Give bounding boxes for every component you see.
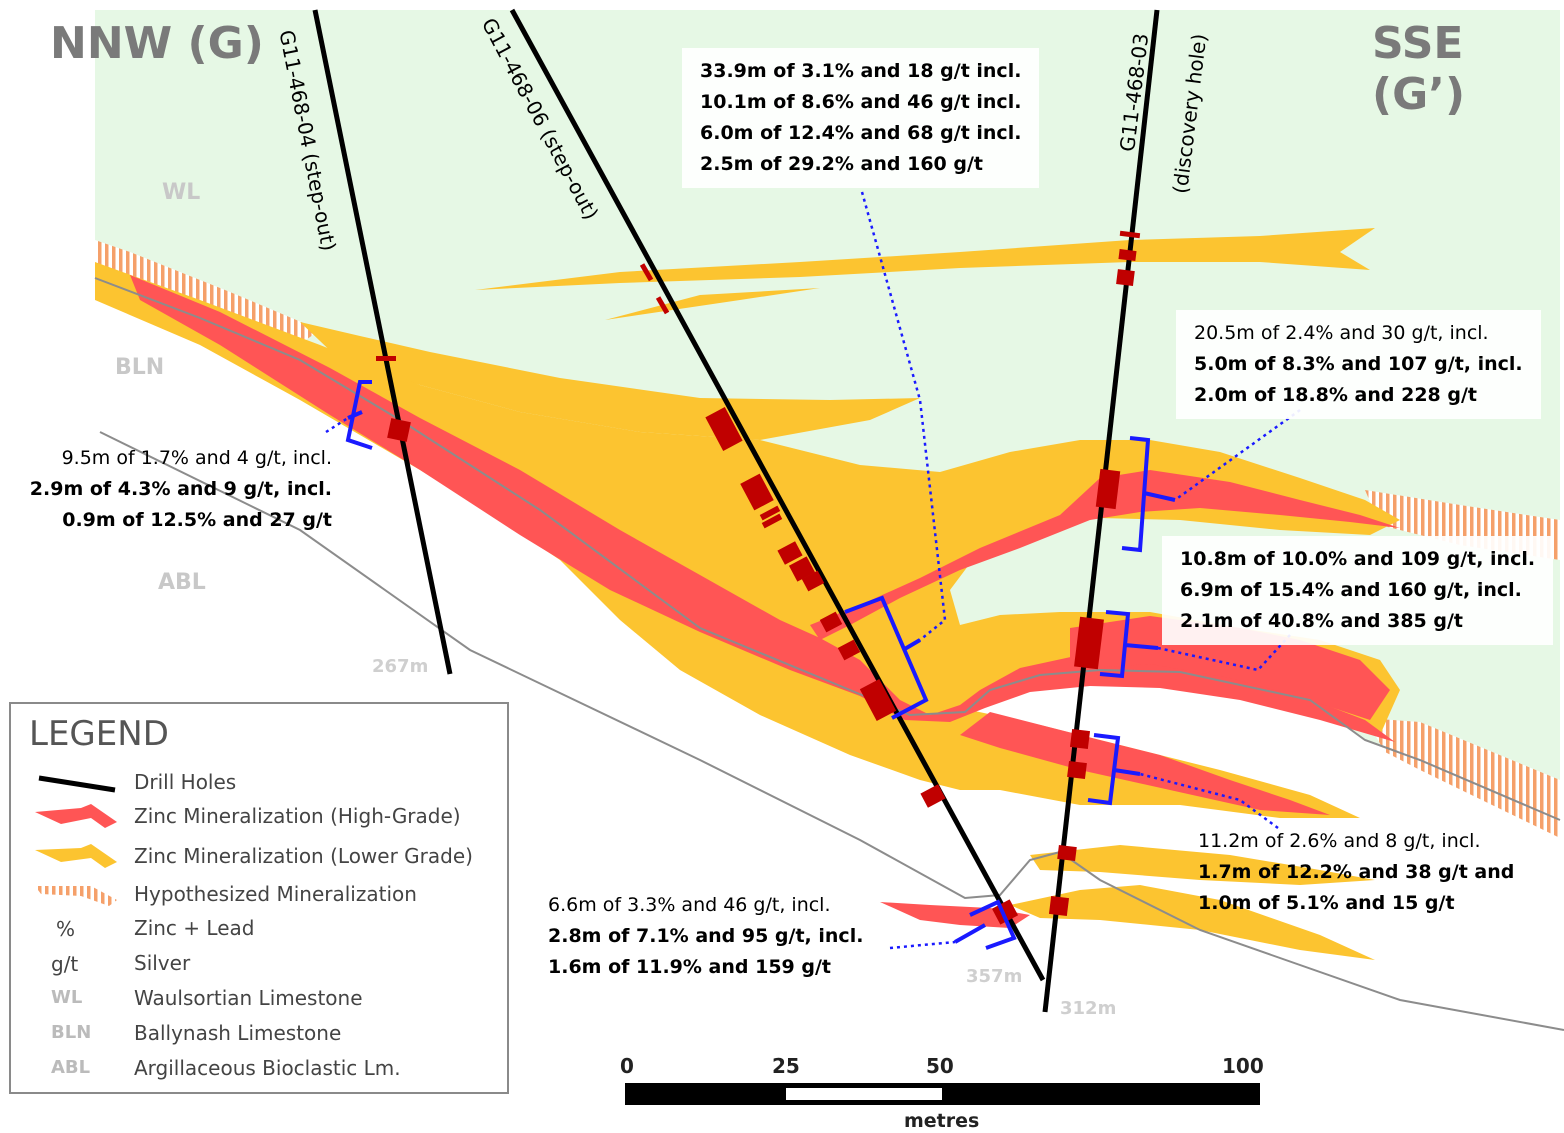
high-grade-symbol bbox=[35, 804, 117, 828]
legend-symbol-gt: g/t bbox=[51, 952, 79, 976]
legend-item-wl: WL Waulsortian Limestone bbox=[11, 984, 509, 1014]
lower-grade-lens-bottom-a bbox=[1030, 845, 1375, 885]
unit-label-wl: WL bbox=[162, 180, 201, 205]
legend-item-hypothesized: Hypothesized Mineralization bbox=[11, 880, 509, 910]
legend-symbol-bln: BLN bbox=[51, 1022, 92, 1043]
callout-line: 6.9m of 15.4% and 160 g/t, incl. bbox=[1180, 579, 1522, 601]
legend-label: Hypothesized Mineralization bbox=[134, 882, 417, 906]
callout-hole06-main: 33.9m of 3.1% and 18 g/t incl. 10.1m of … bbox=[682, 48, 1040, 188]
intercept-marks bbox=[376, 230, 1141, 925]
legend-symbol-abl: ABL bbox=[51, 1057, 91, 1078]
scale-bar bbox=[625, 1083, 1260, 1105]
section-end-right: SSE (G’) bbox=[1372, 18, 1466, 120]
callout-hole03-middle: 10.8m of 10.0% and 109 g/t, incl. 6.9m o… bbox=[1162, 536, 1554, 645]
abl-base-contact bbox=[99, 431, 1564, 1031]
legend-label: Argillaceous Bioclastic Lm. bbox=[134, 1056, 401, 1080]
lower-grade-main-zone bbox=[95, 262, 1400, 818]
legend-item-zinc-lead: % Zinc + Lead bbox=[11, 914, 509, 944]
lower-grade-lens-top bbox=[475, 228, 1375, 290]
callout-line: 5.0m of 8.3% and 107 g/t, incl. bbox=[1194, 353, 1523, 375]
legend-label: Ballynash Limestone bbox=[134, 1021, 342, 1045]
callout-line: 9.5m of 1.7% and 4 g/t, incl. bbox=[61, 447, 332, 469]
legend: LEGEND Drill Holes Zinc Mineralization (… bbox=[9, 702, 509, 1094]
callout-line: 20.5m of 2.4% and 30 g/t, incl. bbox=[1194, 322, 1489, 344]
lower-grade-lens-thin bbox=[605, 288, 820, 320]
hole-depth-06: 357m bbox=[966, 966, 1023, 987]
legend-item-abl: ABL Argillaceous Bioclastic Lm. bbox=[11, 1054, 509, 1084]
high-grade-band-main bbox=[130, 275, 1395, 742]
scale-tick-100: 100 bbox=[1222, 1054, 1264, 1078]
legend-item-drill-holes: Drill Holes bbox=[11, 768, 509, 798]
callout-line: 1.7m of 12.2% and 38 g/t and bbox=[1198, 861, 1515, 883]
hole-depth-04: 267m bbox=[372, 656, 429, 677]
lower-grade-lens-bottom-b bbox=[1010, 885, 1375, 960]
legend-symbol-wl: WL bbox=[51, 987, 83, 1008]
callout-line: 6.6m of 3.3% and 46 g/t, incl. bbox=[548, 894, 831, 916]
hypothesized-mineralization-left bbox=[95, 240, 320, 344]
legend-label: Zinc Mineralization (Lower Grade) bbox=[134, 844, 473, 868]
high-grade-band-right bbox=[1070, 616, 1390, 720]
callout-line: 2.5m of 29.2% and 160 g/t bbox=[700, 153, 983, 175]
scale-tick-25: 25 bbox=[772, 1054, 800, 1078]
lower-grade-symbol bbox=[35, 844, 117, 868]
scale-tick-50: 50 bbox=[926, 1054, 954, 1078]
callout-hole06-lower: 6.6m of 3.3% and 46 g/t, incl. 2.8m of 7… bbox=[548, 890, 863, 983]
callout-line: 0.9m of 12.5% and 27 g/t bbox=[62, 509, 332, 531]
callout-line: 10.1m of 8.6% and 46 g/t incl. bbox=[700, 91, 1022, 113]
leader-lines bbox=[325, 191, 1301, 950]
legend-label: Zinc Mineralization (High-Grade) bbox=[134, 804, 461, 828]
callout-line: 11.2m of 2.6% and 8 g/t, incl. bbox=[1198, 830, 1481, 852]
legend-label: Zinc + Lead bbox=[134, 916, 255, 940]
legend-symbol-percent: % bbox=[56, 917, 76, 941]
callout-line: 6.0m of 12.4% and 68 g/t incl. bbox=[700, 122, 1022, 144]
callout-hole03-lower: 11.2m of 2.6% and 8 g/t, incl. 1.7m of 1… bbox=[1198, 826, 1514, 919]
high-grade-band-upper bbox=[810, 470, 1400, 640]
section-end-left: NNW (G) bbox=[50, 18, 264, 69]
callout-line: 10.8m of 10.0% and 109 g/t, incl. bbox=[1180, 548, 1536, 570]
legend-title: LEGEND bbox=[29, 714, 169, 754]
drill-hole-g11-468-04 bbox=[312, 9, 453, 675]
callout-line: 2.9m of 4.3% and 9 g/t, incl. bbox=[29, 478, 332, 500]
unit-label-bln: BLN bbox=[115, 355, 165, 380]
callout-line: 33.9m of 3.1% and 18 g/t incl. bbox=[700, 60, 1022, 82]
drill-hole-g11-468-06 bbox=[509, 8, 1046, 982]
hypothesized-symbol bbox=[35, 886, 117, 906]
legend-label: Drill Holes bbox=[134, 770, 237, 794]
drill-hole-symbol bbox=[38, 775, 116, 793]
callout-line: 1.6m of 11.9% and 159 g/t bbox=[548, 956, 831, 978]
callout-line: 1.0m of 5.1% and 15 g/t bbox=[1198, 892, 1455, 914]
legend-item-lower-grade: Zinc Mineralization (Lower Grade) bbox=[11, 842, 509, 872]
lower-grade-lens-bln-upper bbox=[300, 322, 920, 440]
legend-item-bln: BLN Ballynash Limestone bbox=[11, 1019, 509, 1049]
high-grade-band-lower bbox=[960, 712, 1330, 815]
legend-item-silver: g/t Silver bbox=[11, 949, 509, 979]
unit-label-abl: ABL bbox=[158, 570, 206, 595]
callout-line: 2.8m of 7.1% and 95 g/t, incl. bbox=[548, 925, 864, 947]
callout-hole04: 9.5m of 1.7% and 4 g/t, incl. 2.9m of 4.… bbox=[14, 443, 332, 536]
scale-unit: metres bbox=[904, 1110, 980, 1132]
callout-line: 2.1m of 40.8% and 385 g/t bbox=[1180, 610, 1463, 632]
bln-abl-contact bbox=[94, 277, 1561, 821]
hole-depth-03: 312m bbox=[1060, 998, 1117, 1019]
legend-label: Silver bbox=[134, 951, 191, 975]
legend-item-high-grade: Zinc Mineralization (High-Grade) bbox=[11, 802, 509, 832]
scale-tick-0: 0 bbox=[620, 1054, 634, 1078]
callout-line: 2.0m of 18.8% and 228 g/t bbox=[1194, 384, 1477, 406]
drill-hole-g11-468-03 bbox=[1042, 9, 1160, 1013]
callout-hole03-upper: 20.5m of 2.4% and 30 g/t, incl. 5.0m of … bbox=[1176, 310, 1541, 419]
intercept-brackets bbox=[345, 380, 1176, 950]
legend-label: Waulsortian Limestone bbox=[134, 986, 363, 1010]
